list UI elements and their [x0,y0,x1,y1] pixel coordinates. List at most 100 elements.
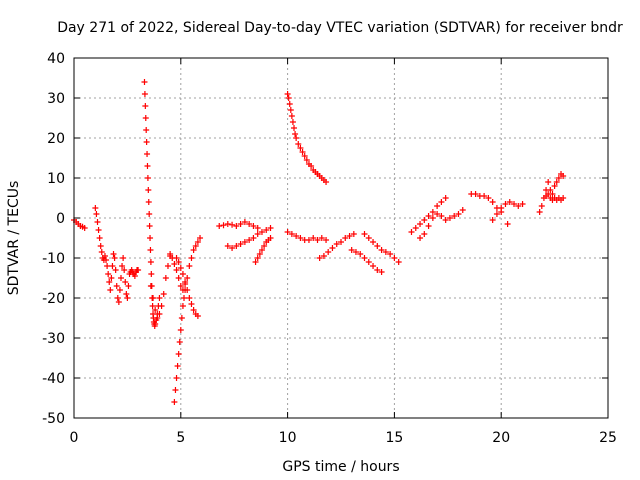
data-point-s22 [504,221,511,227]
data-point-s3 [142,103,149,109]
data-point-s10 [258,247,265,253]
data-point-s11 [301,153,308,159]
data-point-s15 [378,247,385,253]
data-point-s9 [233,243,240,249]
data-point-s2 [115,299,122,305]
data-point-s18 [489,199,496,205]
data-point-s20 [538,203,545,209]
data-point-s14 [374,267,381,273]
data-point-s9 [224,243,231,249]
data-point-s9 [254,231,261,237]
data-point-s6 [188,255,195,261]
data-point-s3 [145,187,152,193]
x-tick-label: 25 [599,430,617,446]
data-point-s16 [417,221,424,227]
data-point-s8 [229,221,236,228]
data-point-s7 [190,307,197,313]
data-point-s2 [93,211,100,217]
data-point-s13 [316,255,323,261]
plot-frame [73,57,609,419]
data-point-s15 [387,251,394,257]
data-point-s5 [175,351,182,357]
data-point-s2 [112,267,119,273]
data-point-s6 [175,275,182,281]
data-point-s2 [107,287,114,293]
data-point-s14 [370,263,377,269]
data-point-s11 [284,91,291,97]
y-tick-label: 10 [47,171,65,187]
data-point-s16 [438,199,445,205]
data-point-s11 [288,113,295,119]
data-point-s7 [177,265,184,271]
data-point-s6 [173,267,180,273]
data-point-s3 [141,79,148,85]
data-point-s6 [167,251,174,257]
data-point-s8 [224,221,231,227]
data-point-s4 [162,275,169,281]
data-point-s2 [97,243,104,249]
data-point-s4 [156,311,163,317]
data-point-s11 [291,125,298,131]
data-point-s2 [116,287,123,293]
data-point-s17 [421,231,428,237]
data-point-s11 [299,149,306,155]
data-point-s9 [237,241,244,247]
data-point-s4 [158,303,165,309]
data-point-s14 [357,251,364,257]
data-point-s17 [434,211,441,217]
data-point-s12 [323,237,330,243]
data-point-s5 [174,363,181,369]
data-point-s22 [314,171,321,177]
data-point-s16 [421,217,428,223]
data-point-s12 [314,237,321,243]
data-point-s7 [186,295,193,301]
data-point-s18 [485,195,492,201]
data-point-s2 [122,279,129,285]
data-point-s8 [246,221,253,227]
data-point-s2 [135,267,142,273]
y-tick-label: 20 [47,131,65,147]
data-point-s2 [95,227,102,233]
data-point-s9 [246,237,253,243]
data-point-s4 [150,295,157,301]
data-point-s3 [142,115,149,121]
data-point-s3 [144,163,151,169]
data-point-s2 [92,205,99,211]
data-point-s2 [110,251,117,257]
data-point-s8 [216,223,223,229]
data-point-s3 [143,127,150,133]
data-point-s12 [293,233,300,239]
data-point-s12 [297,235,304,241]
data-point-s13 [342,235,349,241]
data-point-s8 [254,225,261,231]
data-point-s13 [338,239,344,245]
data-point-s10 [267,235,274,241]
data-point-s3 [147,235,154,241]
data-point-s19 [506,199,513,205]
data-point-s20 [553,179,560,185]
data-point-s3 [156,295,163,301]
data-point-s15 [370,239,377,245]
data-point-s19 [498,205,505,211]
data-point-s4 [147,283,154,289]
data-point-s3 [143,139,150,145]
data-point-s2 [123,291,130,297]
data-point-s7 [173,255,180,261]
y-axis-label: SDTVAR / TECUs [6,181,22,296]
data-point-s1 [81,225,88,231]
axis-ticks: 0 5 10 15 20 25 -50 -40 -30 -20 -10 0 10 20 30 40 [42,51,617,446]
data-point-s19 [515,203,522,209]
data-point-s13 [346,233,353,239]
data-point-s11 [297,145,304,151]
x-tick-label: 10 [279,430,297,446]
data-point-s14 [352,249,359,255]
data-point-s14 [348,247,355,253]
data-point-s20 [536,209,543,215]
data-point-s11 [295,141,302,147]
data-point-s20 [555,175,562,181]
data-point-s18 [481,193,488,199]
data-point-s2 [98,249,105,255]
data-point-s2 [125,283,132,289]
data-point-s5 [172,387,179,393]
data-point-s17 [451,213,458,219]
